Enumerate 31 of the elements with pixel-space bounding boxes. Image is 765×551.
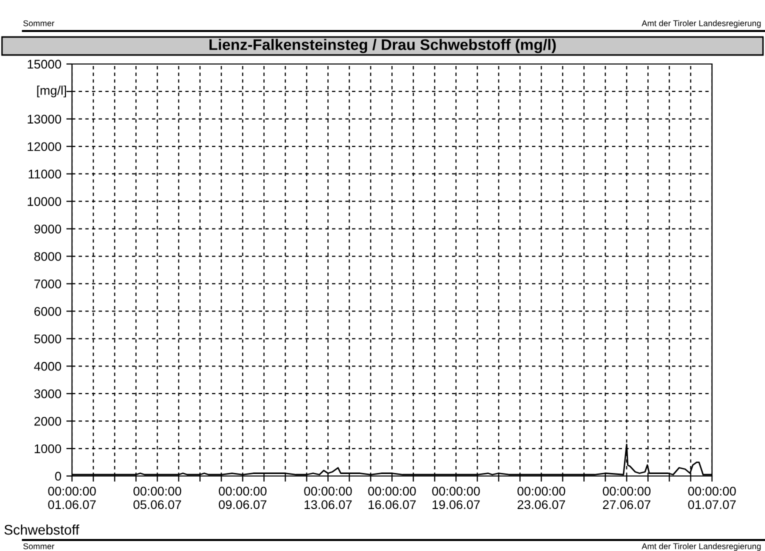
y-tick-label: 1000 xyxy=(34,444,62,454)
y-tick-label: 4000 xyxy=(34,362,62,371)
y-tick-label: 10000 xyxy=(28,197,62,206)
y-tick-label: 7000 xyxy=(34,280,62,288)
y-tick-label: 6000 xyxy=(34,307,62,316)
x-tick-label: 00:00:00 01.06.07 xyxy=(48,486,96,510)
x-tick-label: 00:00:00 05.06.07 xyxy=(133,486,182,510)
x-tick-label: 00:00:00 01.07.07 xyxy=(688,486,736,510)
y-tick-label: 13000 xyxy=(28,114,62,124)
y-tick-label: 2000 xyxy=(34,416,62,426)
text: Amt der Tiroler Landesregierung xyxy=(642,20,761,28)
x-tick-label: 00:00:00 27.06.07 xyxy=(602,486,651,510)
x-tick-label: 00:00:00 09.06.07 xyxy=(218,486,267,510)
chart-title: Lienz-Falkensteinsteg / Drau Schwebstoff (mg/l) xyxy=(210,38,556,54)
text: Sommer xyxy=(23,20,54,26)
text: Schwebstoff xyxy=(4,524,80,535)
text: Sommer xyxy=(23,543,54,550)
y-tick-label: 12000 xyxy=(28,142,62,152)
x-tick-label: 00:00:00 23.06.07 xyxy=(517,486,566,510)
x-tick-label: 00:00:00 13.06.07 xyxy=(304,486,352,510)
y-tick-label: 5000 xyxy=(34,334,62,344)
y-tick-label: 8000 xyxy=(34,252,62,261)
y-tick-label: 11000 xyxy=(28,170,62,179)
y-tick-label: 15000 xyxy=(28,60,62,69)
x-tick-label: 00:00:00 19.06.07 xyxy=(432,486,480,510)
y-tick-label: 0 xyxy=(55,472,62,481)
y-axis-title: [mg/l] xyxy=(37,86,66,98)
x-tick-label: 00:00:00 16.06.07 xyxy=(368,486,416,510)
y-tick-label: 3000 xyxy=(34,389,62,398)
text: Amt der Tiroler Landesregierung xyxy=(642,543,761,551)
y-tick-label: 9000 xyxy=(34,224,62,234)
